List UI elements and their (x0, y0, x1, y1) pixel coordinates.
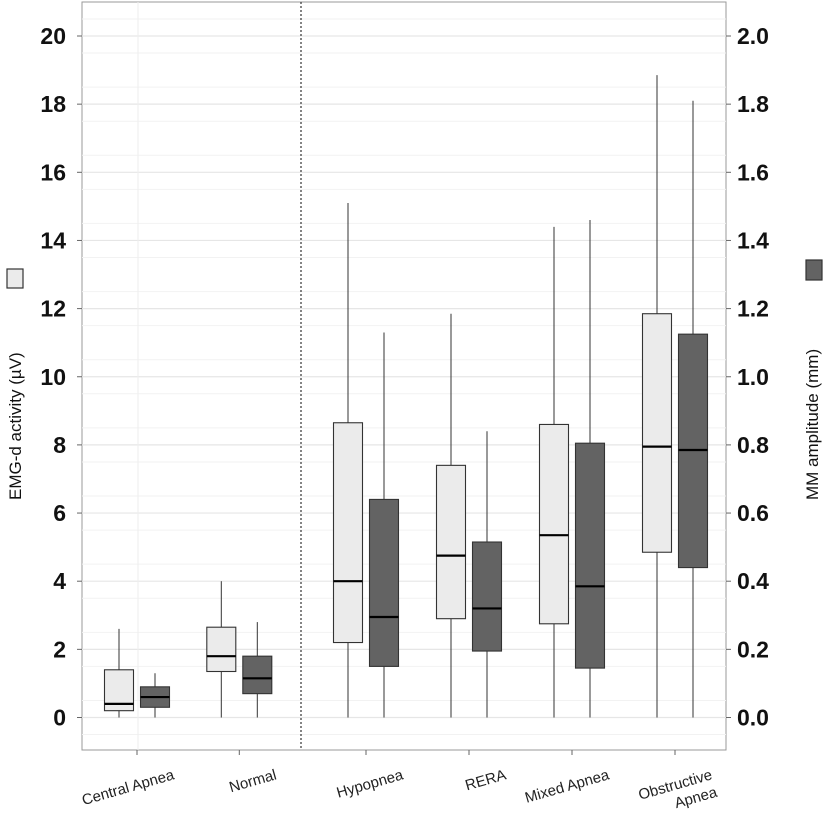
left-tick-label: 12 (40, 296, 66, 322)
left-tick-label: 4 (53, 568, 66, 594)
grid-lines (82, 2, 726, 750)
left-tick-label: 14 (40, 227, 66, 253)
category-label: Central Apnea (80, 766, 177, 809)
right-axis: 0.0 0.2 0.4 0.6 0.8 1.0 1.2 1.4 1.6 1.8 2.0 (726, 23, 769, 731)
plot-background (81, 1, 727, 751)
box-iqr (574, 442, 606, 669)
category-label-line: RERA (463, 767, 508, 795)
right-tick-label: 0.2 (737, 636, 769, 662)
right-tick-label: 0.6 (737, 500, 769, 526)
category-label: Normal (227, 767, 278, 797)
category-label: Hypopnea (335, 766, 406, 801)
box-mm-1 (242, 622, 273, 718)
category-label-line: Central Apnea (80, 766, 177, 809)
left-tick-label: 10 (40, 364, 66, 390)
right-tick-label: 0.4 (737, 568, 769, 594)
box-emg-4 (538, 226, 570, 718)
box-mm-2 (368, 332, 400, 718)
category-label: Mixed Apnea (523, 766, 612, 806)
left-tick-label: 6 (53, 500, 66, 526)
category-label: RERA (463, 767, 508, 795)
right-tick-label: 1.2 (737, 296, 769, 322)
box-iqr (538, 423, 570, 625)
box-emg-2 (332, 202, 364, 718)
box-mm-5 (677, 100, 709, 718)
box-mm-4 (574, 220, 606, 718)
left-tick-label: 2 (53, 636, 66, 662)
box-iqr (206, 626, 237, 673)
box-iqr (242, 655, 273, 695)
category-label: ObstructiveApnea (636, 766, 719, 821)
right-tick-label: 2.0 (737, 23, 769, 49)
left-legend: EMG-d activity (µV) (6, 268, 25, 500)
box-iqr (368, 498, 400, 667)
box-mm-3 (471, 431, 503, 718)
box-iqr (435, 464, 467, 620)
right-legend-swatch (805, 259, 823, 281)
left-tick-label: 20 (40, 23, 66, 49)
right-tick-label: 1.0 (737, 364, 769, 390)
category-labels: Central Apnea Normal Hypopnea RERA Mixed Apn… (80, 750, 720, 821)
right-legend: MM amplitude (mm) (803, 259, 823, 500)
right-tick-label: 1.4 (737, 227, 769, 253)
box-iqr (332, 422, 364, 644)
box-emg-3 (435, 313, 467, 718)
left-axis: 0 2 4 6 8 10 12 14 16 18 20 (40, 23, 82, 731)
box-iqr (471, 541, 503, 652)
right-tick-label: 0.8 (737, 432, 769, 458)
right-tick-label: 1.6 (737, 159, 769, 185)
right-axis-title: MM amplitude (mm) (803, 349, 822, 500)
right-tick-label: 0.0 (737, 705, 769, 731)
left-tick-label: 18 (40, 91, 66, 117)
category-label-line: Mixed Apnea (523, 766, 612, 806)
box-emg-1 (206, 581, 237, 718)
box-emg-5 (641, 75, 673, 718)
box-iqr (641, 313, 673, 553)
left-tick-label: 0 (53, 705, 66, 731)
boxes (103, 75, 709, 718)
left-tick-label: 16 (40, 159, 66, 185)
category-label-line: Normal (227, 767, 278, 797)
category-label-line: Hypopnea (335, 766, 406, 801)
box-emg-0 (103, 628, 135, 718)
left-axis-title: EMG-d activity (µV) (6, 352, 25, 500)
left-legend-swatch (6, 268, 24, 289)
right-tick-label: 1.8 (737, 91, 769, 117)
left-tick-label: 8 (53, 432, 66, 458)
box-mm-0 (139, 673, 171, 718)
